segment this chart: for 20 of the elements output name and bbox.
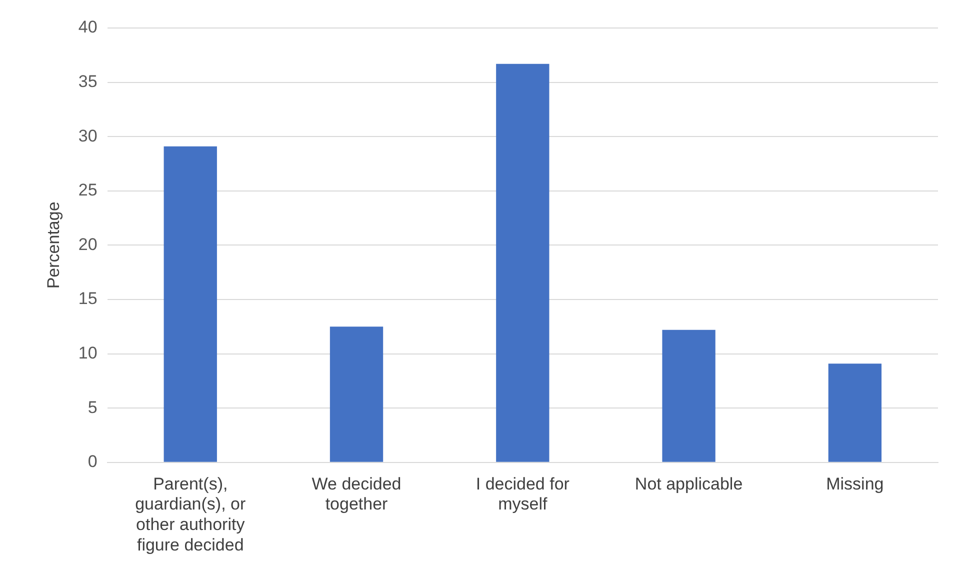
bar bbox=[164, 146, 217, 462]
x-tick-label: We decided together bbox=[312, 474, 402, 514]
y-tick-label: 15 bbox=[78, 289, 98, 308]
bar bbox=[662, 330, 716, 462]
x-tick-label: Parent(s), guardian(s), or other authority figure decided bbox=[135, 474, 246, 554]
y-tick-label: 10 bbox=[78, 343, 98, 362]
y-tick-label: 0 bbox=[88, 452, 98, 472]
bar bbox=[828, 364, 882, 462]
y-tick-label: 40 bbox=[78, 18, 98, 37]
y-axis-title: Percentage bbox=[44, 202, 63, 289]
y-tick-label: 20 bbox=[78, 234, 98, 254]
x-tick-label: I decided for myself bbox=[476, 474, 570, 514]
y-tick-label: 25 bbox=[78, 180, 98, 200]
y-tick-label: 5 bbox=[88, 398, 98, 417]
bar bbox=[330, 326, 384, 462]
x-tick-label: Not applicable bbox=[634, 474, 743, 494]
x-tick-label: Missing bbox=[826, 474, 884, 494]
bar bbox=[496, 64, 550, 462]
y-tick-label: 35 bbox=[78, 72, 98, 91]
y-tick-label: 30 bbox=[78, 126, 98, 146]
